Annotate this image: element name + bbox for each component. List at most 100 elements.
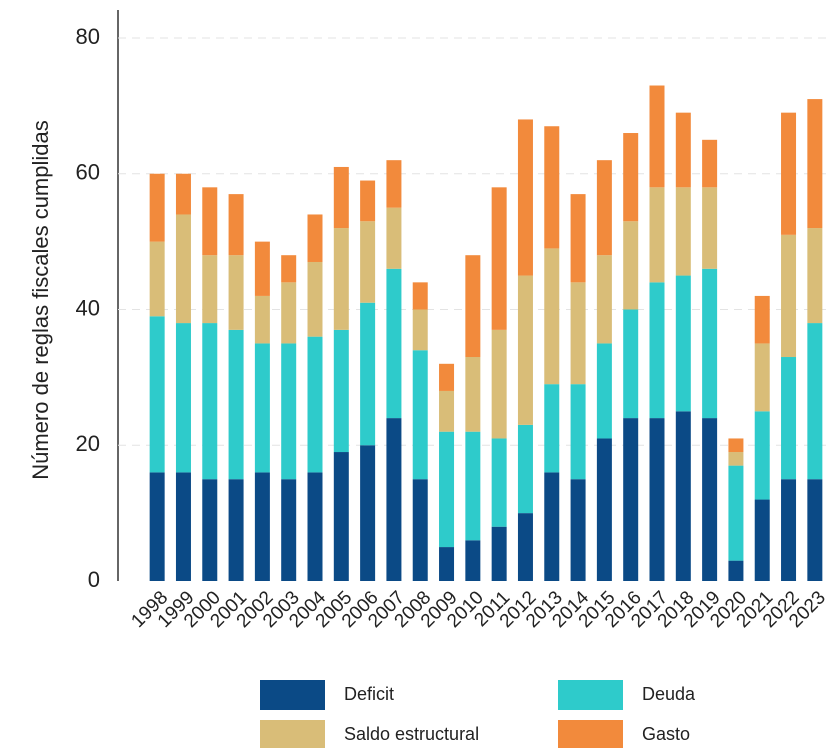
bar-segment [623, 133, 639, 222]
bar-segment [228, 329, 244, 480]
bar-segment [386, 160, 402, 208]
bar-segment [202, 255, 218, 324]
bar-segment [149, 241, 165, 317]
bar-segment [465, 357, 481, 432]
bar-segment [675, 275, 691, 412]
bar-segment [465, 255, 481, 358]
bar-segment [175, 173, 191, 215]
legend-label: Gasto [642, 724, 690, 744]
bar-segment [517, 119, 533, 276]
bar-segment [570, 194, 586, 283]
bar-segment [307, 472, 323, 581]
bar-segment [702, 268, 718, 419]
bar-segment [386, 418, 402, 581]
bar-segment [702, 139, 718, 188]
bar-segment [175, 472, 191, 581]
bar-segment [439, 431, 455, 548]
bar-segment [544, 384, 560, 473]
legend-swatch [260, 680, 325, 710]
bar-segment [675, 112, 691, 188]
y-tick-label: 20 [76, 431, 100, 456]
bar-segment [781, 357, 797, 480]
bar-segment [807, 228, 823, 324]
bar-segment [517, 424, 533, 514]
bar-segment [544, 472, 560, 581]
bar-segment [149, 173, 165, 242]
legend-swatch [558, 680, 623, 710]
bar-segment [439, 363, 455, 391]
bar-segment [675, 411, 691, 581]
bar-segment [702, 418, 718, 581]
legend-swatch [558, 720, 623, 750]
bar-segment [149, 472, 165, 581]
bar-segment [596, 160, 612, 256]
bar-segment [202, 323, 218, 480]
bar-segment [623, 221, 639, 310]
bar-segment [517, 513, 533, 581]
bar-segment [570, 282, 586, 385]
bar-segment [333, 228, 349, 330]
bar-segment [728, 438, 744, 453]
y-tick-label: 0 [88, 567, 100, 592]
bar-segment [544, 248, 560, 385]
bar-segment [307, 261, 323, 337]
y-tick-label: 60 [76, 160, 100, 185]
bar-segment [228, 255, 244, 330]
bar-segment [360, 445, 376, 581]
bar-segment [596, 438, 612, 581]
bar-segment [623, 309, 639, 419]
bar-segment [728, 560, 744, 581]
bar-segment [333, 329, 349, 453]
y-tick-label: 40 [76, 295, 100, 320]
y-axis-label: Número de reglas fiscales cumplidas [28, 120, 53, 480]
bar-segment [175, 214, 191, 324]
legend-label: Deficit [344, 684, 394, 704]
bar-segment [412, 350, 428, 480]
bar-segment [728, 465, 744, 561]
bar-segment [307, 214, 323, 262]
bar-segment [596, 343, 612, 439]
bar-segment [807, 99, 823, 229]
y-tick-label: 80 [76, 24, 100, 49]
bar-segment [281, 282, 297, 344]
legend-label: Saldo estructural [344, 724, 479, 744]
bar-segment [333, 452, 349, 581]
bar-segment [412, 282, 428, 310]
bar-segment [649, 187, 665, 283]
legend-swatch [260, 720, 325, 750]
bar-segment [781, 112, 797, 235]
bar-segment [360, 180, 376, 222]
bar-segment [807, 323, 823, 480]
bar-segment [386, 207, 402, 269]
bar-segment [333, 166, 349, 229]
bar-segment [412, 309, 428, 351]
bar-segment [491, 187, 507, 330]
bar-segment [649, 85, 665, 188]
bar-segment [702, 187, 718, 269]
bar-segment [754, 411, 770, 500]
bar-segment [439, 547, 455, 581]
bar-segment [254, 241, 270, 296]
bar-segment [254, 295, 270, 344]
bar-segment [175, 323, 191, 473]
bar-segment [386, 268, 402, 419]
bar-segment [281, 343, 297, 480]
bar-segment [728, 452, 744, 466]
bar-segment [281, 479, 297, 581]
bar-segment [360, 221, 376, 303]
bar-segment [675, 187, 691, 276]
bar-segment [202, 479, 218, 581]
bar-segment [491, 438, 507, 527]
bar-segment [412, 479, 428, 581]
bar-segment [281, 255, 297, 283]
bar-segment [649, 418, 665, 581]
bar-segment [228, 479, 244, 581]
bar-segment [202, 187, 218, 256]
bar-segment [570, 479, 586, 581]
bar-segment [544, 126, 560, 249]
bar-segment [781, 234, 797, 358]
bar-segment [465, 540, 481, 581]
bar-segment [254, 343, 270, 473]
bar-segment [491, 329, 507, 439]
